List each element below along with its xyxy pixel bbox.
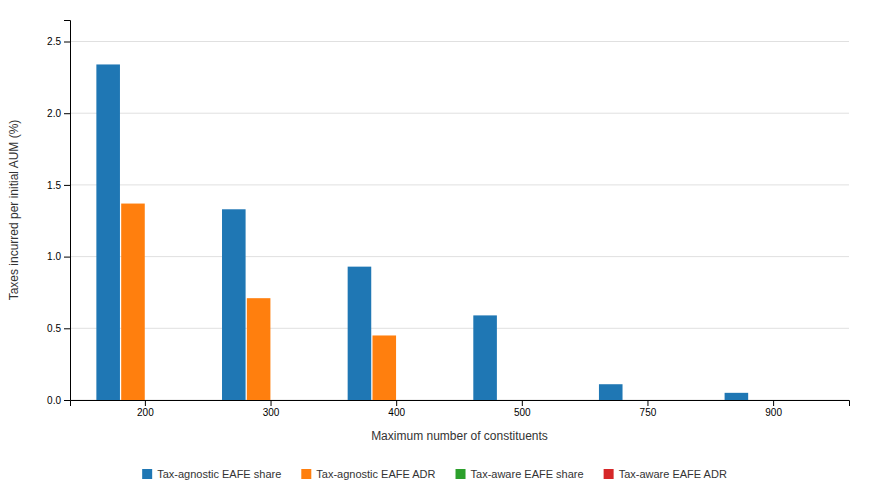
bar xyxy=(599,384,623,400)
bar xyxy=(649,400,673,401)
y-tick: 2.5 xyxy=(47,36,70,47)
bar xyxy=(146,400,170,401)
x-tick: 500 xyxy=(514,400,531,418)
bar xyxy=(799,400,823,401)
x-tick-label: 300 xyxy=(263,407,280,418)
y-tick-mark xyxy=(64,257,70,258)
y-axis-title: Taxes incurred per initial AUM (%) xyxy=(7,120,21,301)
x-tick-mark xyxy=(145,400,146,406)
y-tick-mark xyxy=(64,185,70,186)
bar xyxy=(247,298,271,400)
x-tick-label: 500 xyxy=(514,407,531,418)
chart-svg: 0.0 0.5 1.0 1.5 2.0 2.5 200 300 400 500 750 900 Maxi… xyxy=(0,0,869,500)
x-tick: 300 xyxy=(263,400,280,418)
legend: Tax-agnostic EAFE share Tax-agnostic EAFE… xyxy=(142,468,727,480)
legend-label: Tax-agnostic EAFE share xyxy=(157,468,281,480)
y-tick: 0.0 xyxy=(47,395,70,406)
x-tick-label: 750 xyxy=(640,407,657,418)
bar xyxy=(272,400,296,401)
x-tick-mark xyxy=(271,400,272,406)
x-tick: 900 xyxy=(765,400,782,418)
grid-line xyxy=(70,328,849,329)
y-tick: 1.0 xyxy=(47,251,70,262)
y-tick: 2.0 xyxy=(47,108,70,119)
legend-swatch xyxy=(604,469,614,479)
x-tick-label: 900 xyxy=(765,407,782,418)
x-tick-mark xyxy=(396,400,397,406)
bar xyxy=(624,400,648,401)
y-tick-mark xyxy=(64,113,70,114)
bar xyxy=(296,400,320,401)
x-tick-mark xyxy=(773,400,774,406)
y-tick-label: 1.0 xyxy=(47,251,61,262)
legend-swatch xyxy=(142,469,152,479)
x-tick-label: 200 xyxy=(137,407,154,418)
bar xyxy=(749,400,773,401)
x-axis-line xyxy=(71,401,850,407)
y-tick-mark xyxy=(64,400,70,401)
legend-label: Tax-aware EAFE share xyxy=(471,468,584,480)
plot: 0.0 0.5 1.0 1.5 2.0 2.5 200 300 400 500 750 900 Maxi… xyxy=(7,21,850,444)
legend-item: Tax-agnostic EAFE share xyxy=(142,468,281,480)
bar xyxy=(473,315,497,400)
grid xyxy=(70,42,849,400)
y-tick-label: 2.5 xyxy=(47,36,61,47)
bars xyxy=(96,64,748,400)
x-tick-mark xyxy=(522,400,523,406)
y-axis: 0.0 0.5 1.0 1.5 2.0 2.5 xyxy=(47,21,70,406)
bar xyxy=(673,400,697,401)
legend-item: Tax-agnostic EAFE ADR xyxy=(301,468,435,480)
x-tick-mark xyxy=(647,400,648,406)
bar xyxy=(725,393,749,400)
y-tick-label: 2.0 xyxy=(47,108,61,119)
legend-swatch xyxy=(456,469,466,479)
y-tick: 0.5 xyxy=(47,323,70,334)
grid-line xyxy=(70,113,849,114)
x-tick: 400 xyxy=(388,400,405,418)
chart-container: 0.0 0.5 1.0 1.5 2.0 2.5 200 300 400 500 750 900 Maxi… xyxy=(0,0,869,500)
y-tick-label: 0.5 xyxy=(47,323,61,334)
bar-series xyxy=(96,64,748,400)
bar xyxy=(498,400,522,401)
legend-label: Tax-aware EAFE ADR xyxy=(619,468,727,480)
legend-item: Tax-aware EAFE share xyxy=(456,468,584,480)
legend-swatch xyxy=(301,469,311,479)
x-tick: 750 xyxy=(640,400,657,418)
y-axis-line xyxy=(64,21,71,401)
legend-item: Tax-aware EAFE ADR xyxy=(604,468,727,480)
grid-line xyxy=(70,256,849,257)
bar-series xyxy=(121,204,396,400)
x-tick: 200 xyxy=(137,400,154,418)
x-tick-label: 400 xyxy=(388,407,405,418)
y-tick-mark xyxy=(64,42,70,43)
grid-line xyxy=(70,41,849,42)
y-tick-label: 1.5 xyxy=(47,180,61,191)
y-tick-mark xyxy=(64,328,70,329)
bar xyxy=(121,204,145,400)
bar xyxy=(523,400,547,401)
bar xyxy=(372,335,396,400)
bar xyxy=(222,209,246,400)
legend-label: Tax-agnostic EAFE ADR xyxy=(316,468,435,480)
bar xyxy=(96,64,120,400)
bar xyxy=(397,400,421,401)
grid-line xyxy=(70,184,849,185)
bar xyxy=(348,267,372,400)
x-axis-title: Maximum number of constituents xyxy=(371,429,548,443)
y-tick: 1.5 xyxy=(47,180,70,191)
x-axis: 200 300 400 500 750 900 xyxy=(71,400,850,418)
bar xyxy=(171,400,195,401)
y-tick-label: 0.0 xyxy=(47,395,61,406)
bar xyxy=(548,400,572,401)
bar xyxy=(422,400,446,401)
bar xyxy=(774,400,798,401)
